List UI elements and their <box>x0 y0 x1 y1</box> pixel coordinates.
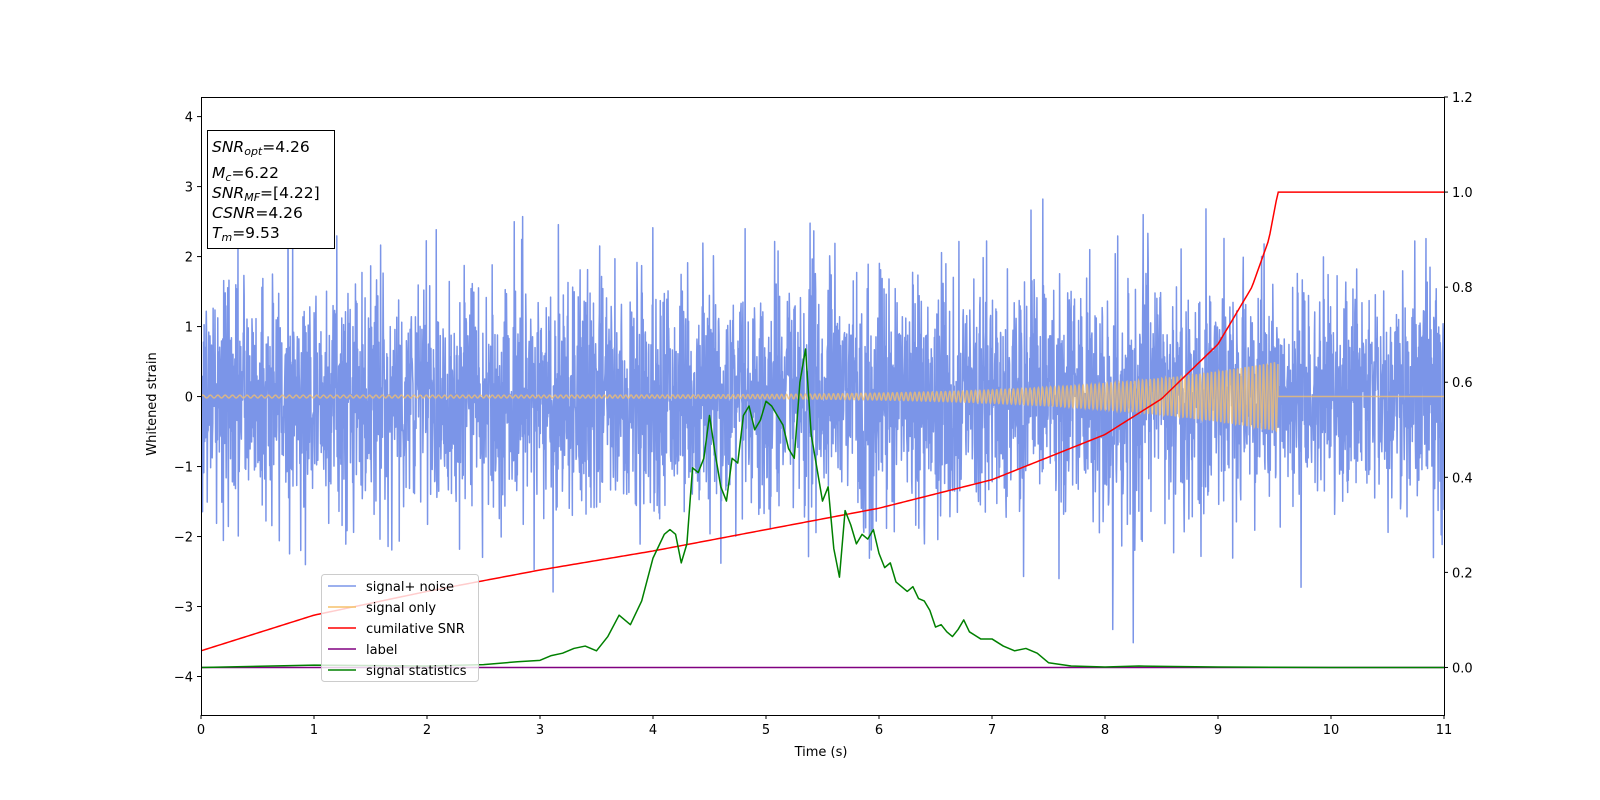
x-tick-label: 10 <box>1323 723 1340 738</box>
annotation-line-snr-mf: SNRMF=[4.22] <box>212 184 320 204</box>
x-tick-label: 1 <box>310 723 318 738</box>
stats-annotation: SNRopt=4.26 Mc=6.22 SNRMF=[4.22] CSNR=4.… <box>207 130 335 249</box>
y-right-tick-label: 0.2 <box>1452 566 1473 581</box>
annotation-line-csnr: CSNR=4.26 <box>212 204 303 222</box>
y-right-tick-label: 0.8 <box>1452 281 1473 296</box>
annotation-line-tm: Tm=9.53 <box>212 224 280 244</box>
legend-label-label: label <box>366 643 397 658</box>
y-left-tick-label: −1 <box>174 461 193 476</box>
y-right-tick-label: 0.6 <box>1452 376 1473 391</box>
annotation-line-mc: Mc=6.22 <box>212 164 279 184</box>
x-tick-label: 0 <box>197 723 205 738</box>
y-left-tick-label: −3 <box>174 601 193 616</box>
axes-frame <box>201 97 1445 716</box>
y-right-tick-label: 0.0 <box>1452 661 1473 676</box>
x-tick-label: 5 <box>762 723 770 738</box>
legend-frame <box>321 574 479 682</box>
y-left-tick-label: 3 <box>185 181 193 196</box>
x-tick-label: 2 <box>423 723 431 738</box>
y-left-tick-label: 0 <box>185 391 193 406</box>
x-tick-label: 3 <box>536 723 544 738</box>
legend-label-signal-noise: signal+ noise <box>366 580 454 595</box>
x-tick-label: 9 <box>1214 723 1222 738</box>
y-left-tick-label: 2 <box>185 251 193 266</box>
series-signal-statistics <box>201 348 1444 669</box>
annotation-frame <box>207 130 335 249</box>
x-tick-label: 11 <box>1436 723 1453 738</box>
y-axis-title: Whitened strain <box>145 352 160 455</box>
legend-label-signal-only: signal only <box>366 601 436 616</box>
x-axis-title: Time (s) <box>794 745 848 760</box>
y-right-tick-label: 1.2 <box>1452 91 1473 106</box>
x-tick-label: 4 <box>649 723 657 738</box>
y-right-tick-label: 0.4 <box>1452 471 1473 486</box>
legend-label-cumulative-snr: cumilative SNR <box>366 622 465 637</box>
y-right-tick-label: 1.0 <box>1452 186 1473 201</box>
y-left-tick-label: −4 <box>174 671 193 686</box>
x-tick-label: 7 <box>988 723 996 738</box>
y-left-tick-label: 1 <box>185 321 193 336</box>
series-signal-noise <box>201 198 1444 644</box>
axes: 0 1 2 3 4 5 6 7 8 9 10 11 −4 −3 −2 −1 0 1 2 3 4 0.0 0.2 0.4 0.6 0… <box>174 91 1473 738</box>
y-left-tick-label: −2 <box>174 531 193 546</box>
x-tick-label: 6 <box>875 723 883 738</box>
y-left-tick-label: 4 <box>185 111 193 126</box>
legend-label-signal-statistics: signal statistics <box>366 664 467 679</box>
legend: signal+ noise signal only cumilative SNR… <box>321 574 479 682</box>
series-signal-only <box>201 362 1444 433</box>
annotation-line-snr-opt: SNRopt=4.26 <box>212 138 310 158</box>
x-tick-label: 8 <box>1101 723 1109 738</box>
